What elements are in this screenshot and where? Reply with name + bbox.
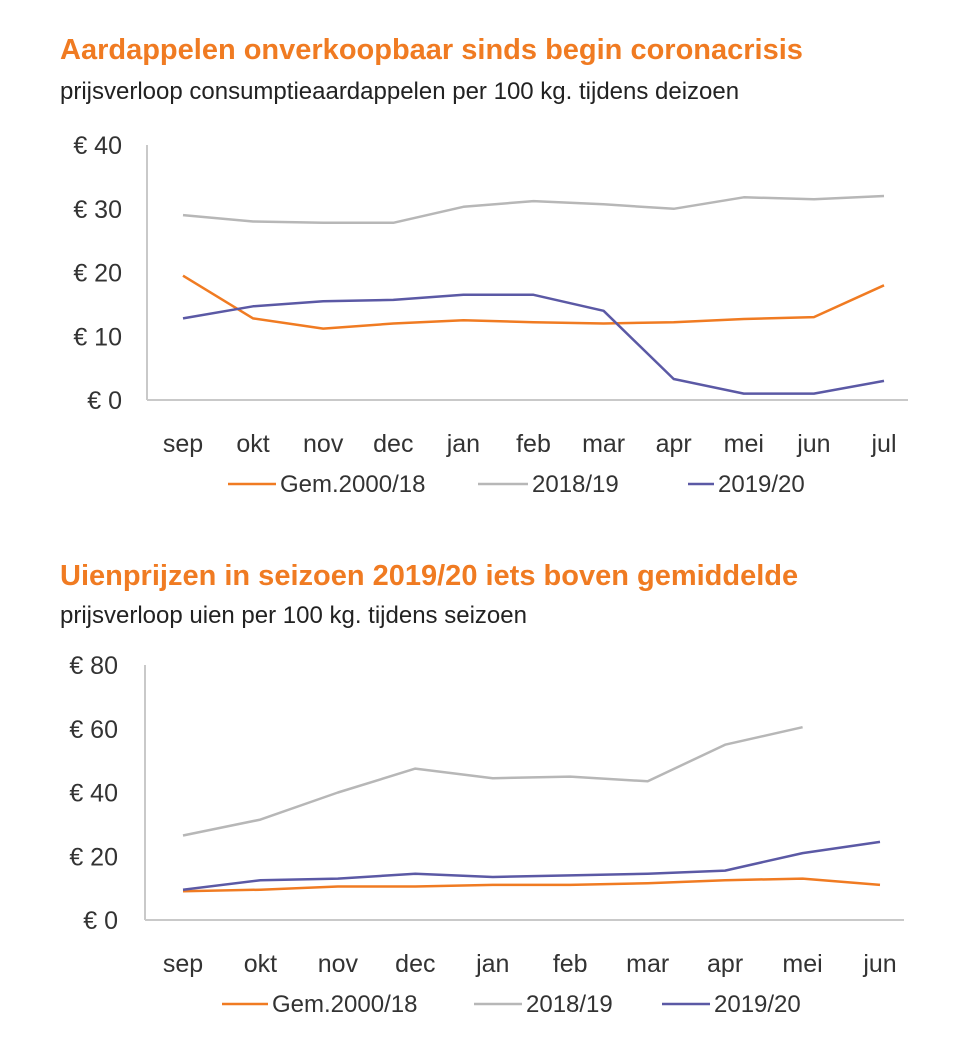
y-tick-label: € 60 xyxy=(69,716,118,744)
series-line-2018-19 xyxy=(182,725,803,837)
y-tick-label: € 20 xyxy=(73,260,122,288)
y-tick-label: € 80 xyxy=(69,652,118,680)
x-tick-label: jul xyxy=(870,430,896,458)
x-tick-label: dec xyxy=(395,950,435,978)
series-line-2019-20 xyxy=(182,840,881,891)
x-tick-label: jan xyxy=(475,950,509,978)
x-tick-label: mei xyxy=(782,950,822,978)
x-tick-label: mar xyxy=(626,950,669,978)
chart-subtitle: prijsverloop uien per 100 kg. tijdens se… xyxy=(60,602,527,629)
legend-label: 2018/19 xyxy=(532,471,619,498)
x-tick-label: nov xyxy=(318,950,359,978)
x-tick-label: apr xyxy=(656,430,692,458)
x-tick-label: mar xyxy=(582,430,625,458)
legend-label: 2018/19 xyxy=(526,991,613,1018)
series-line-gem-2000-18 xyxy=(182,877,881,893)
x-tick-label: sep xyxy=(163,950,203,978)
series-line-2019-20 xyxy=(182,293,885,395)
y-tick-label: € 20 xyxy=(69,843,118,871)
potato-chart-canvas: € 0 € 10 € 20 € 30 € 40 sep okt nov dec jan feb mar… xyxy=(73,132,908,498)
x-tick-label: okt xyxy=(244,950,277,978)
chart-title: Aardappelen onverkoopbaar sinds begin co… xyxy=(60,34,803,66)
x-tick-label: jun xyxy=(862,950,896,978)
y-tick-label: € 40 xyxy=(69,780,118,808)
legend-label: Gem.2000/18 xyxy=(272,991,417,1018)
potato-price-chart: Aardappelen onverkoopbaar sinds begin co… xyxy=(60,34,908,498)
y-tick-label: € 30 xyxy=(73,196,122,224)
legend-label: 2019/20 xyxy=(714,991,801,1018)
y-tick-label: € 0 xyxy=(87,387,122,415)
x-tick-label: jun xyxy=(796,430,830,458)
y-tick-label: € 40 xyxy=(73,132,122,160)
x-tick-label: sep xyxy=(163,430,203,458)
x-tick-label: feb xyxy=(553,950,588,978)
legend-label: 2019/20 xyxy=(718,471,805,498)
onion-price-chart: Uienprijzen in seizoen 2019/20 iets bove… xyxy=(0,520,978,1037)
chart-title: Uienprijzen in seizoen 2019/20 iets bove… xyxy=(60,560,799,592)
x-tick-label: nov xyxy=(303,430,344,458)
series-line-gem-2000-18 xyxy=(182,274,885,330)
x-tick-label: jan xyxy=(446,430,480,458)
onion-chart-canvas: € 0 € 20 € 40 € 60 € 80 sep okt nov dec jan feb mar… xyxy=(69,652,904,1018)
chart-subtitle: prijsverloop consumptieaardappelen per 1… xyxy=(60,78,740,105)
x-tick-label: mei xyxy=(724,430,764,458)
series-line-2018-19 xyxy=(182,194,885,225)
x-tick-label: feb xyxy=(516,430,551,458)
x-tick-label: dec xyxy=(373,430,413,458)
x-tick-label: apr xyxy=(707,950,743,978)
y-tick-label: € 10 xyxy=(73,323,122,351)
y-tick-label: € 0 xyxy=(83,907,118,935)
x-tick-label: okt xyxy=(236,430,269,458)
legend-label: Gem.2000/18 xyxy=(280,471,425,498)
